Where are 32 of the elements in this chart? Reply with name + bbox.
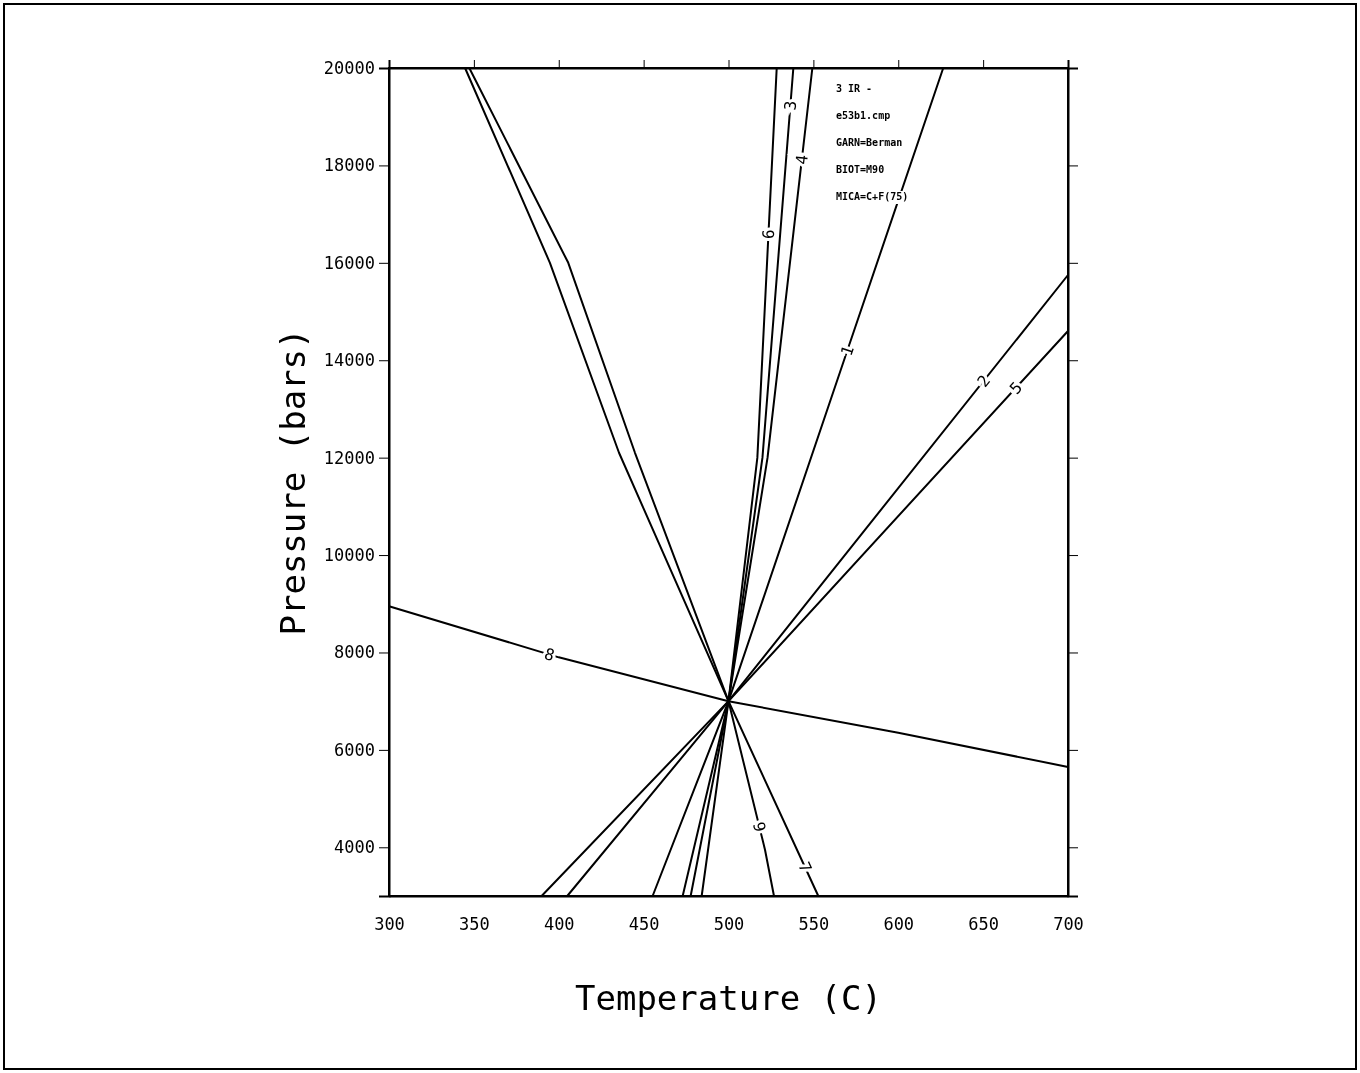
text: 8 (542, 644, 557, 666)
x-tick-label: 550 (798, 914, 830, 935)
x-tick-label: 350 (459, 914, 490, 935)
y-axis-title: Pressure (bars) (273, 328, 313, 636)
x-tick-label: 650 (968, 914, 999, 935)
text: 7 (794, 859, 816, 876)
annotation: 3 IR - (836, 83, 873, 94)
x-tick-label: 400 (543, 914, 575, 935)
text: 1 (836, 342, 858, 359)
x-tick-label: 300 (374, 914, 405, 935)
x-tick-label: 600 (883, 914, 915, 935)
y-tick-label: 10000 (323, 545, 375, 565)
x-tick-label: 500 (713, 914, 745, 935)
text: 9 (748, 819, 770, 834)
y-tick-label: 4000 (334, 837, 375, 858)
y-tick-label: 8000 (334, 642, 375, 663)
text: 3 (780, 99, 801, 112)
annotation: GARN=Berman (836, 137, 903, 148)
x-tick-label: 700 (1053, 914, 1084, 935)
x-tick-label: 450 (628, 914, 660, 935)
annotation: BIOT=M90 (836, 164, 885, 175)
y-tick-label: 6000 (334, 739, 375, 760)
x-axis-title: Temperature (C) (574, 978, 883, 1018)
text: 4 (791, 153, 812, 166)
y-tick-label: 18000 (323, 155, 375, 176)
annotation: MICA=C+F(75) (836, 191, 909, 202)
y-tick-label: 20000 (323, 57, 375, 78)
annotation: e53b1.cmp (836, 110, 891, 121)
y-tick-label: 16000 (323, 252, 375, 273)
text: 2 (973, 371, 995, 391)
y-tick-label: 14000 (323, 350, 375, 371)
y-tick-label: 12000 (323, 447, 375, 468)
